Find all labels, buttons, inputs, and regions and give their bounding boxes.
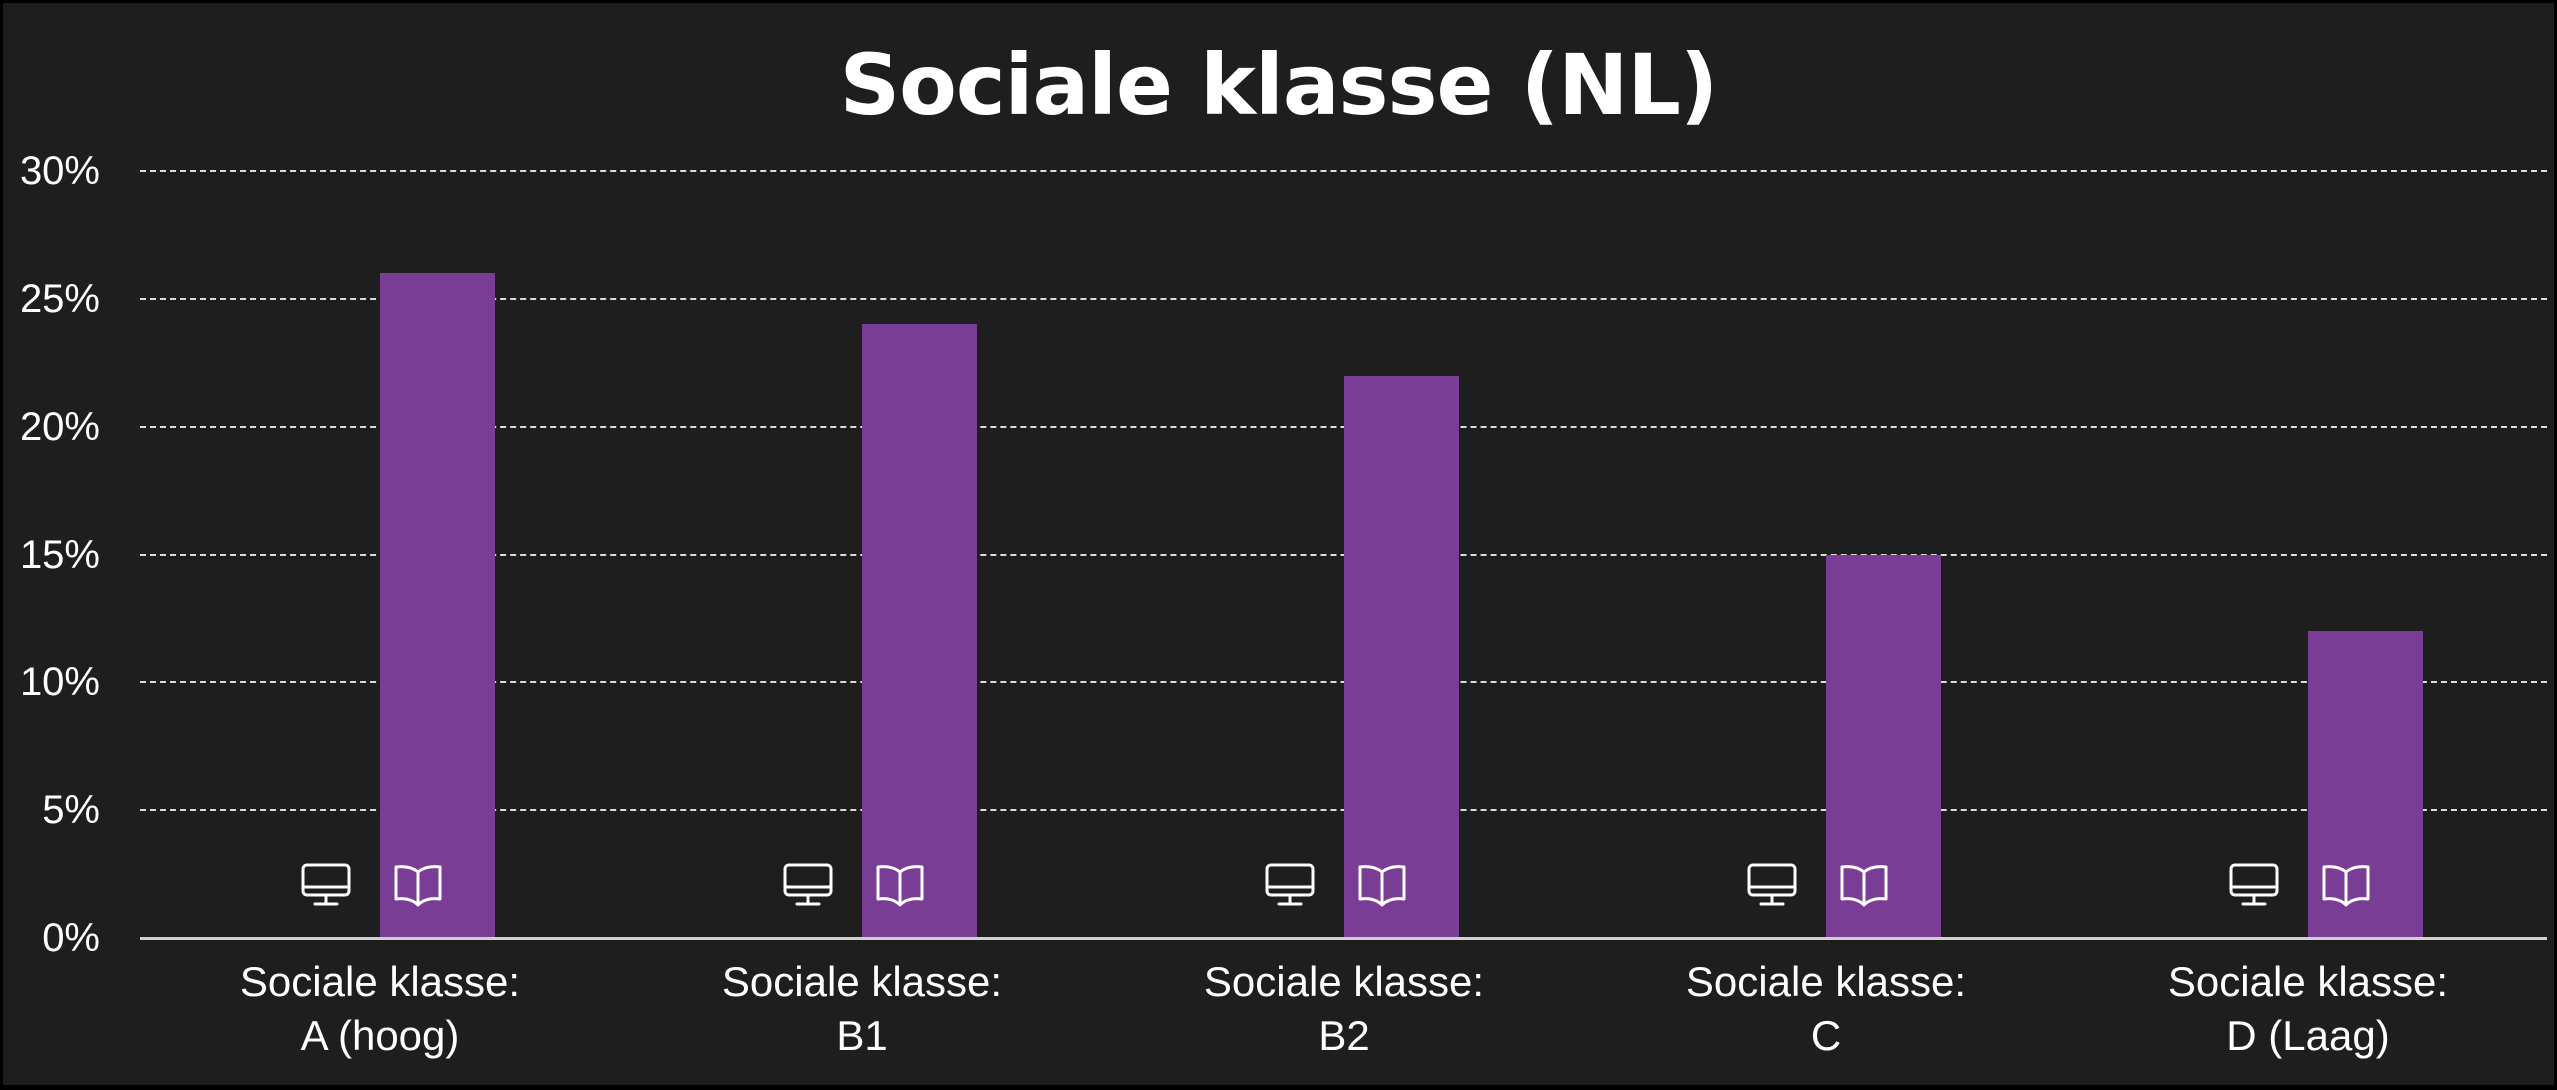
gridline	[140, 170, 2547, 172]
y-tick-label: 15%	[19, 532, 100, 577]
gridline	[140, 425, 2547, 428]
x-label-line2: B2	[1318, 1012, 1370, 1059]
x-label-line1: Sociale klasse:	[239, 958, 521, 1005]
book-icon	[2320, 862, 2372, 908]
bar	[2308, 631, 2423, 938]
y-tick-label: 10%	[19, 660, 100, 705]
x-label-line1: Sociale klasse:	[1685, 958, 1967, 1005]
x-axis-line	[140, 937, 2547, 940]
x-label-line1: Sociale klasse:	[2167, 958, 2449, 1005]
gridline	[140, 553, 2547, 556]
gridline	[140, 297, 2547, 300]
x-label-line2: C	[1810, 1012, 1842, 1059]
x-axis-label: Sociale klasse: D (Laag)	[2098, 955, 2518, 1063]
y-tick-label: 20%	[19, 404, 100, 449]
x-label-line2: B1	[836, 1012, 888, 1059]
chart-title: Sociale klasse (NL)	[839, 36, 1719, 134]
monitor-icon	[782, 862, 834, 908]
y-tick-label: 0%	[42, 916, 100, 960]
bar	[862, 324, 977, 938]
x-axis-label: Sociale klasse: C	[1616, 955, 2036, 1063]
y-tick-label: 30%	[19, 149, 100, 193]
book-icon	[392, 862, 444, 908]
bar	[380, 273, 495, 938]
monitor-icon	[1746, 862, 1798, 908]
y-tick-label: 25%	[19, 276, 100, 321]
y-tick-label: 5%	[42, 788, 100, 833]
x-axis-label: Sociale klasse: A (hoog)	[170, 955, 590, 1063]
x-axis-label: Sociale klasse: B2	[1134, 955, 1554, 1063]
bar	[1826, 554, 1941, 938]
x-label-line2: A (hoog)	[300, 1012, 460, 1059]
x-label-line1: Sociale klasse:	[721, 958, 1003, 1005]
gridline	[140, 809, 2547, 812]
x-axis-label: Sociale klasse: B1	[652, 955, 1072, 1063]
x-label-line1: Sociale klasse:	[1203, 958, 1485, 1005]
book-icon	[1838, 862, 1890, 908]
monitor-icon	[2228, 862, 2280, 908]
book-icon	[874, 862, 926, 908]
monitor-icon	[300, 862, 352, 908]
x-label-line2: D (Laag)	[2226, 1012, 2390, 1059]
bar	[1344, 375, 1459, 938]
book-icon	[1356, 862, 1408, 908]
monitor-icon	[1264, 862, 1316, 908]
gridline	[140, 681, 2547, 684]
